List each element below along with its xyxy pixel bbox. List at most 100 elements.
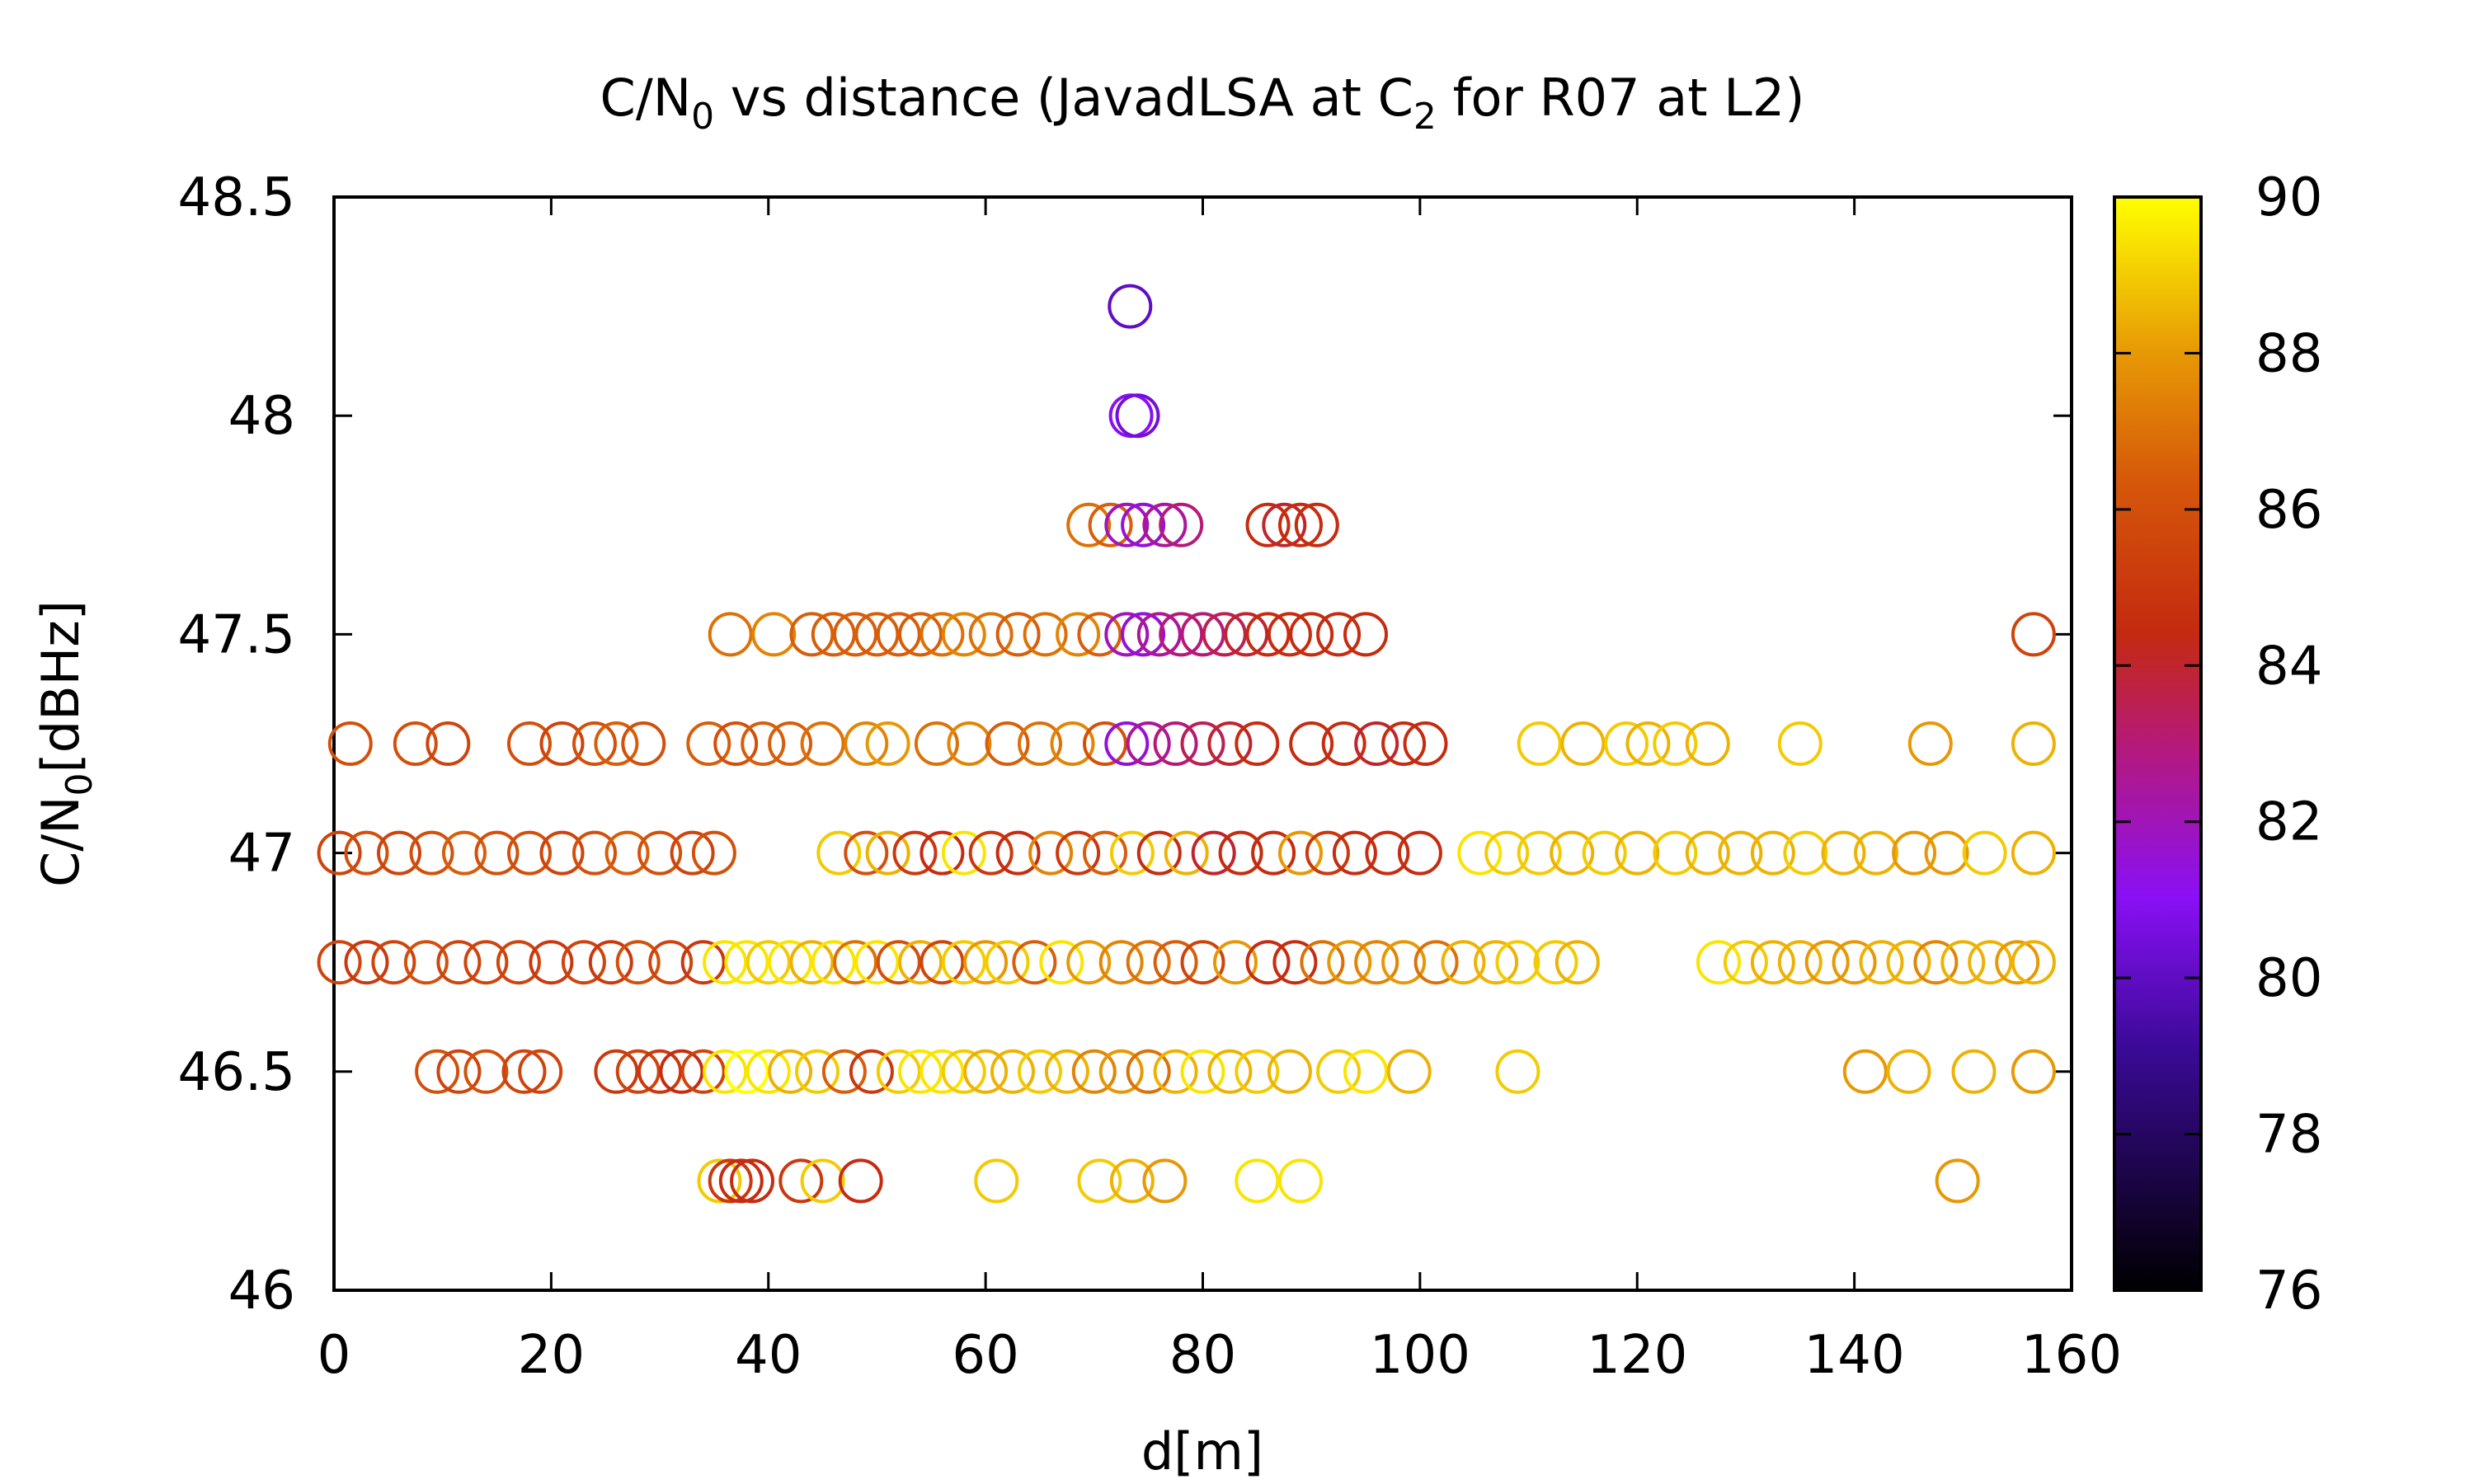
x-tick-label: 100 xyxy=(1370,1325,1470,1386)
data-point xyxy=(892,830,938,876)
data-point xyxy=(920,612,965,657)
data-point xyxy=(1625,721,1671,766)
data-point xyxy=(1235,1158,1280,1204)
data-point xyxy=(1495,1049,1540,1094)
data-point xyxy=(898,1049,943,1094)
data-point xyxy=(968,830,1014,876)
y-tick-label: 46.5 xyxy=(178,1042,296,1103)
data-point xyxy=(659,1049,704,1094)
data-point xyxy=(1121,612,1166,657)
data-point xyxy=(1381,940,1427,985)
data-point xyxy=(1066,502,1112,547)
data-point xyxy=(1224,612,1269,657)
data-point xyxy=(1218,830,1263,876)
data-point xyxy=(615,1049,661,1094)
data-point xyxy=(898,940,943,985)
data-point xyxy=(501,1049,547,1094)
data-point xyxy=(1968,940,2013,985)
data-point xyxy=(1071,1049,1117,1094)
data-point xyxy=(1180,612,1225,657)
data-point xyxy=(1028,830,1074,876)
title-part: C/N xyxy=(600,68,692,128)
data-point xyxy=(377,830,421,876)
data-point xyxy=(1397,830,1442,876)
data-point xyxy=(1245,612,1291,657)
data-point xyxy=(1066,940,1112,985)
data-point xyxy=(1104,502,1150,547)
data-point xyxy=(317,940,362,985)
y-tick-label: 48 xyxy=(228,386,295,447)
colorbar-tick-label: 78 xyxy=(2255,1105,2322,1166)
data-point xyxy=(941,1049,986,1094)
x-tick-label: 80 xyxy=(1169,1325,1236,1386)
data-point xyxy=(778,1158,824,1204)
data-point xyxy=(703,940,748,985)
data-point xyxy=(691,830,736,876)
data-point xyxy=(1267,612,1312,657)
data-point xyxy=(1207,721,1253,766)
data-point xyxy=(529,940,574,985)
data-point xyxy=(1142,1158,1188,1204)
data-point xyxy=(718,1158,764,1204)
data-point xyxy=(1343,612,1388,657)
data-point xyxy=(1012,940,1057,985)
data-point xyxy=(594,721,639,766)
data-point xyxy=(1083,830,1127,876)
data-point xyxy=(920,1049,965,1094)
data-point xyxy=(1305,830,1350,876)
data-point xyxy=(1517,830,1562,876)
data-point xyxy=(1892,830,1937,876)
data-point xyxy=(496,940,541,985)
data-point xyxy=(713,721,759,766)
data-point xyxy=(1300,940,1345,985)
data-points xyxy=(317,284,2056,1204)
data-point xyxy=(2011,1049,2056,1094)
data-point xyxy=(768,1049,813,1094)
data-point xyxy=(1098,1049,1144,1094)
data-point xyxy=(795,1049,840,1094)
data-point xyxy=(1159,612,1204,657)
data-point xyxy=(974,1158,1019,1204)
data-point xyxy=(1343,1049,1388,1094)
data-point xyxy=(1924,830,1969,876)
data-point xyxy=(708,1158,753,1204)
data-point xyxy=(1685,830,1730,876)
data-point xyxy=(849,1049,894,1094)
data-point xyxy=(865,830,910,876)
data-point xyxy=(1354,940,1399,985)
data-point xyxy=(865,721,910,766)
data-point xyxy=(1804,940,1850,985)
data-point xyxy=(680,940,726,985)
data-point xyxy=(697,1158,742,1204)
data-point xyxy=(426,721,471,766)
data-point xyxy=(1109,1158,1155,1204)
data-point xyxy=(1235,1049,1280,1094)
data-point xyxy=(1441,940,1486,985)
data-point xyxy=(1951,1049,1997,1094)
data-point xyxy=(800,721,845,766)
data-point xyxy=(588,940,633,985)
title-part: vs distance (JavadLSA at C xyxy=(714,68,1413,128)
y-label-part: [dBHz] xyxy=(31,600,91,773)
data-point xyxy=(1457,830,1503,876)
data-point xyxy=(816,830,862,876)
data-point xyxy=(403,940,449,985)
x-tick-label: 60 xyxy=(952,1325,1018,1386)
data-point xyxy=(1077,612,1122,657)
x-tick-label: 40 xyxy=(735,1325,802,1386)
data-point xyxy=(1180,1049,1225,1094)
data-point xyxy=(1136,612,1182,657)
data-point xyxy=(1126,1049,1171,1094)
data-point xyxy=(436,1049,482,1094)
colorbar-tick-label: 86 xyxy=(2255,480,2322,541)
data-point xyxy=(745,1049,791,1094)
data-point xyxy=(963,940,1009,985)
data-point xyxy=(1191,830,1236,876)
data-point xyxy=(768,940,813,985)
data-point xyxy=(1289,612,1334,657)
data-point xyxy=(344,940,389,985)
data-point xyxy=(507,830,552,876)
data-point xyxy=(1842,1049,1888,1094)
x-tick-label: 140 xyxy=(1804,1325,1905,1386)
data-point xyxy=(1278,502,1323,547)
